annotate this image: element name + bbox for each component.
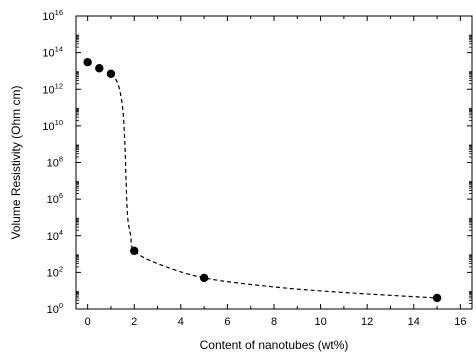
data-points xyxy=(83,58,442,303)
y-tick-exponent: 6 xyxy=(59,191,63,200)
x-axis-title: Content of nanotubes (wt%) xyxy=(200,338,349,352)
data-point xyxy=(432,293,442,303)
x-tick-label: 0 xyxy=(85,316,91,328)
plot-frame xyxy=(75,15,473,310)
x-tick-label: 14 xyxy=(408,316,420,328)
y-tick-label: 100 xyxy=(47,301,63,316)
x-tick-label: 6 xyxy=(224,316,230,328)
data-point xyxy=(95,64,104,73)
y-axis-title: Volume Resistivity (Ohm cm) xyxy=(9,85,23,239)
dashed-fit-line xyxy=(110,73,438,299)
y-tick-exponent: 8 xyxy=(59,155,63,164)
y-tick-label: 104 xyxy=(47,228,63,243)
fit-curve-layer xyxy=(110,73,438,299)
y-tick-label: 102 xyxy=(47,264,63,279)
y-tick-label: 1016 xyxy=(42,8,63,23)
x-tick-label: 4 xyxy=(178,316,184,328)
y-tick-exponent: 14 xyxy=(55,45,63,54)
y-tick-exponent: 16 xyxy=(55,8,63,17)
data-point xyxy=(130,246,139,256)
y-tick-exponent: 4 xyxy=(59,228,63,237)
x-tick-label: 8 xyxy=(271,316,277,328)
data-point xyxy=(199,273,209,283)
y-tick-label: 1014 xyxy=(42,45,63,60)
y-tick-label: 106 xyxy=(47,191,63,206)
y-tick-label: 1010 xyxy=(42,118,63,133)
data-point xyxy=(83,58,92,67)
x-tick-label: 12 xyxy=(361,316,373,328)
x-tick-label: 2 xyxy=(131,316,137,328)
y-tick-exponent: 12 xyxy=(55,81,63,90)
plot-border xyxy=(75,15,473,310)
y-tick-exponent: 10 xyxy=(55,118,63,127)
x-tick-label: 10 xyxy=(314,316,326,328)
y-tick-exponent: 0 xyxy=(59,301,63,310)
x-axis-ticks: 0 2 4 6 8 10 12 14 16 xyxy=(85,16,466,328)
x-tick-label: 16 xyxy=(454,316,466,328)
y-tick-exponent: 2 xyxy=(59,264,63,273)
data-point xyxy=(106,69,116,78)
y-tick-label: 108 xyxy=(47,155,63,170)
y-tick-label: 1012 xyxy=(42,81,63,96)
